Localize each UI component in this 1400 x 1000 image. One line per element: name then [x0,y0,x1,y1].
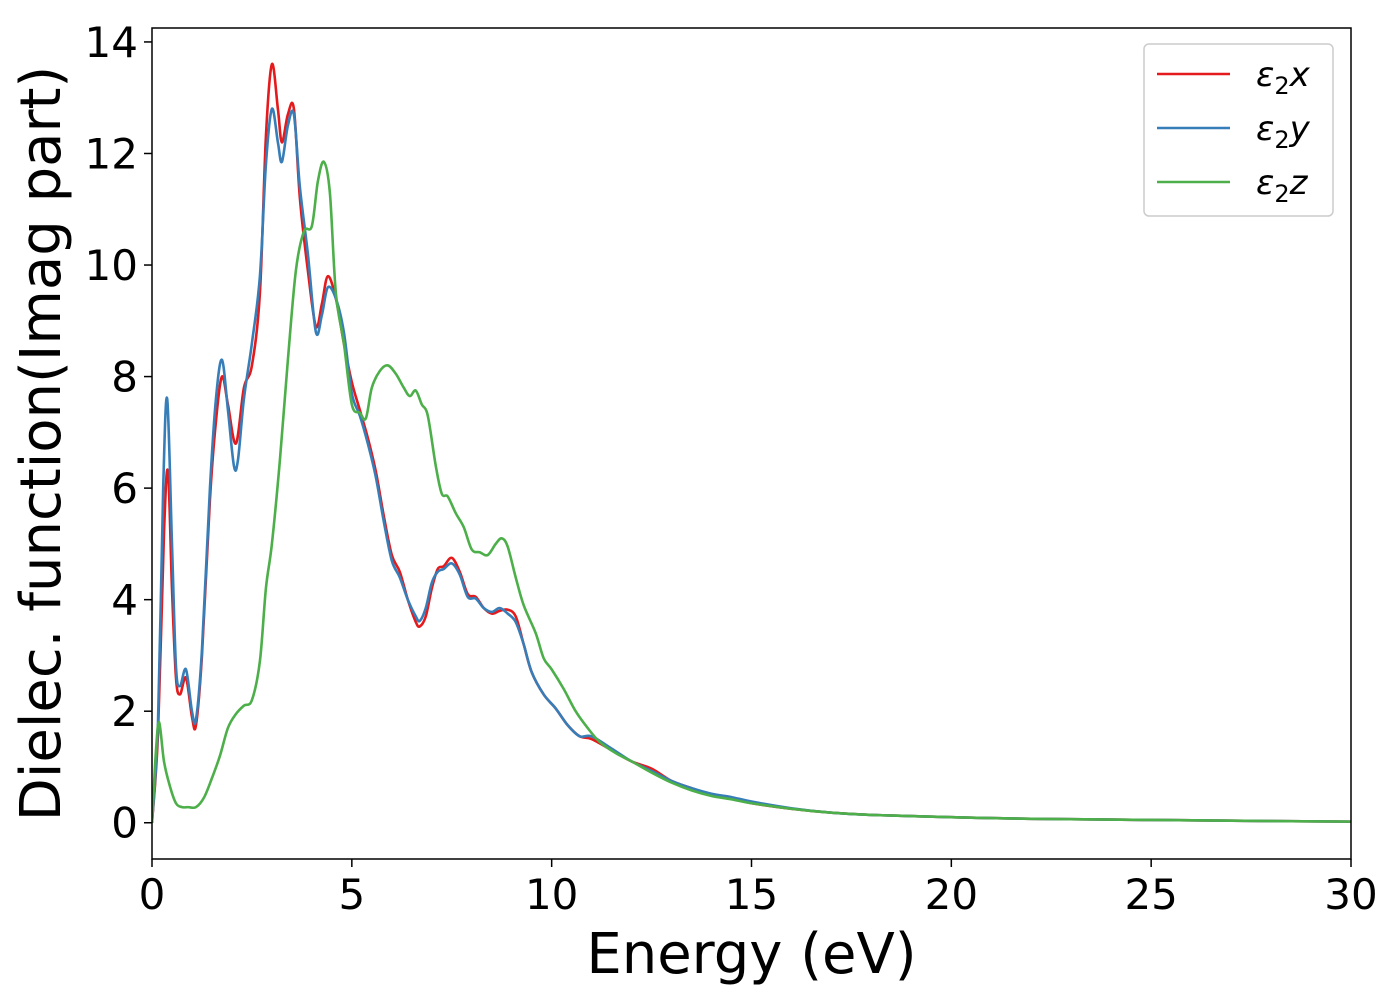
series-lines [152,62,1351,823]
x-tick-label: 15 [725,870,778,919]
legend-component: z [1289,163,1309,203]
legend-box [1143,43,1334,217]
legend-symbol: ε [1256,55,1274,95]
legend-component: x [1289,55,1311,95]
legend-subscript: 2 [1274,126,1289,154]
y-tick-label: 0 [111,799,138,848]
legend-subscript: 2 [1274,180,1289,208]
legend-component: y [1289,109,1311,149]
x-tick-label: 0 [139,870,166,919]
y-axis-ticks: 0 2 4 6 8 10 12 14 [85,18,152,848]
legend-entry-x: ε2x [1256,55,1311,100]
x-axis-ticks: 0 5 10 15 20 25 30 [139,859,1378,919]
x-tick-label: 25 [1124,870,1177,919]
series-line-z [152,160,1351,823]
x-tick-label: 20 [925,870,978,919]
legend-symbol: ε [1256,109,1274,149]
y-tick-label: 6 [111,464,138,513]
legend-symbol: ε [1256,163,1274,203]
x-tick-label: 10 [525,870,578,919]
x-tick-label: 5 [338,870,365,919]
x-axis-label: Energy (eV) [586,922,916,987]
legend-entry-y: ε2y [1256,109,1311,154]
y-tick-label: 8 [111,353,138,402]
y-tick-label: 12 [85,129,138,178]
legend-subscript: 2 [1274,72,1289,100]
y-tick-label: 14 [85,18,138,67]
legend-entry-z: ε2z [1256,163,1309,208]
series-line-y [152,107,1351,823]
y-tick-label: 4 [111,576,138,625]
y-tick-label: 10 [85,241,138,290]
y-axis-label: Dielec. function(Imag part) [9,66,74,822]
y-tick-label: 2 [111,687,138,736]
x-tick-label: 30 [1324,870,1377,919]
